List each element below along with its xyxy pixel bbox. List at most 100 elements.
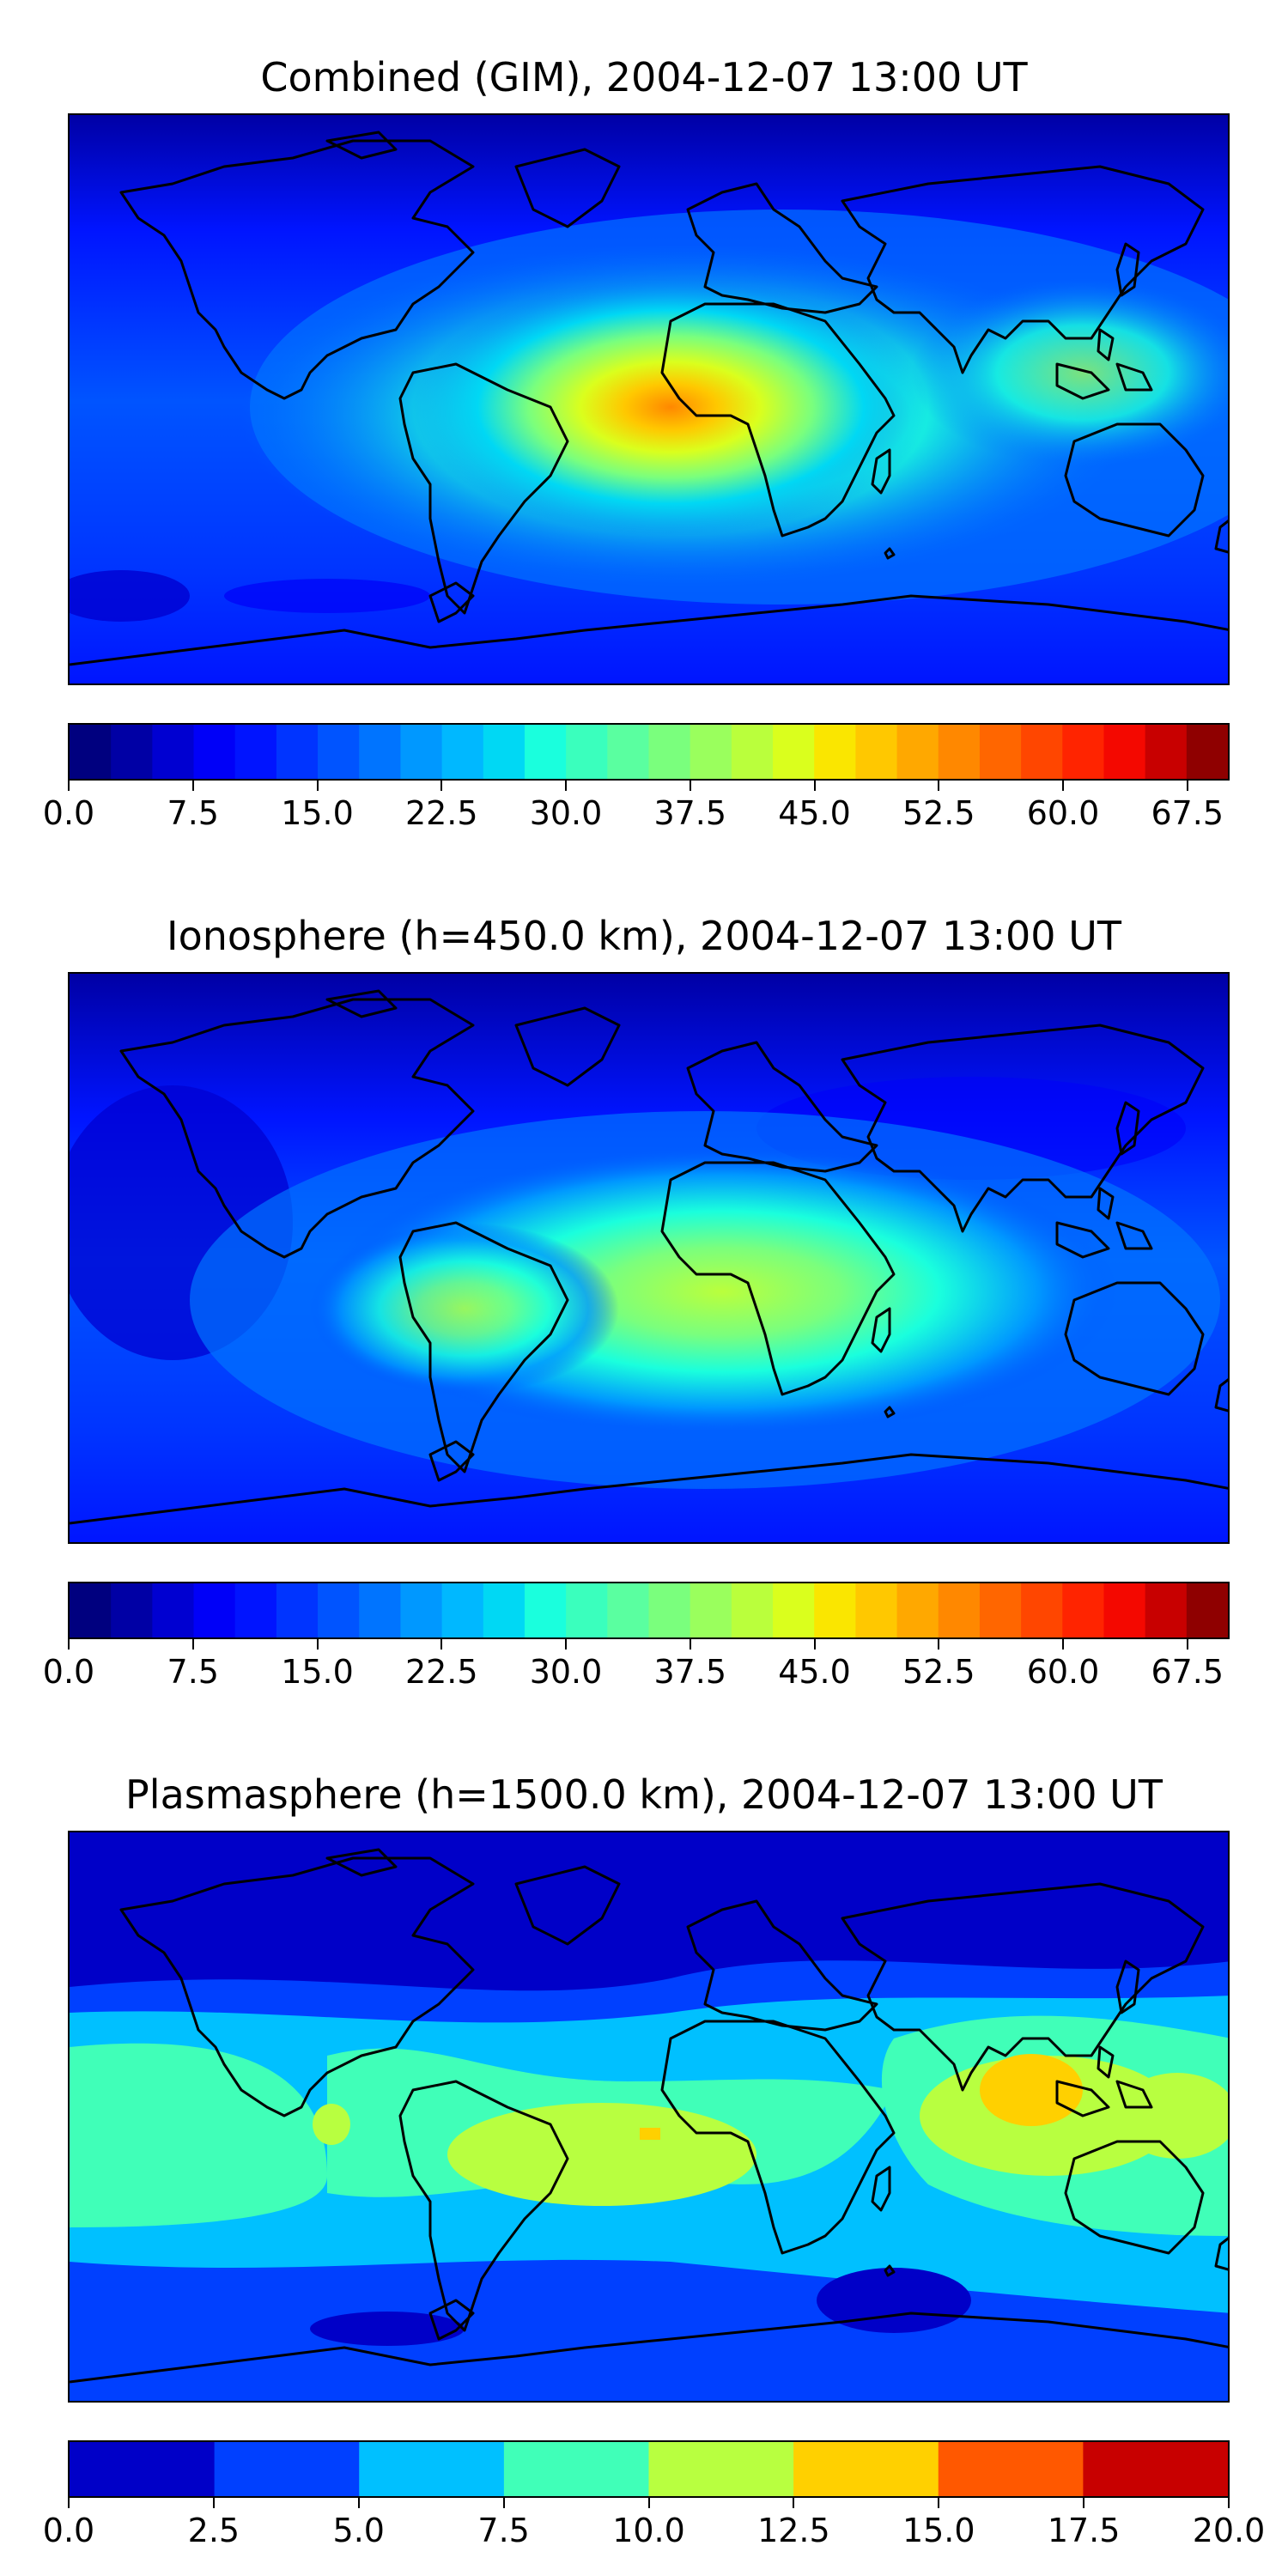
colorbar-tick-label: 0.0 xyxy=(42,794,95,832)
colorbar-tick xyxy=(316,781,319,791)
colorbar-tick-label: 15.0 xyxy=(281,1653,354,1691)
colorbar-swatch xyxy=(814,725,856,779)
colorbar-swatch xyxy=(483,1583,526,1637)
colorbar-swatch xyxy=(111,725,153,779)
colorbar-swatch xyxy=(1186,725,1228,779)
colorbar-swatch xyxy=(70,1583,112,1637)
colorbar-swatch xyxy=(503,2442,650,2496)
colorbar-swatch xyxy=(318,1583,360,1637)
colorbar-tick xyxy=(357,2498,360,2508)
colorbar-tick xyxy=(316,1639,319,1649)
colorbar-swatch xyxy=(193,725,236,779)
colorbar-swatch xyxy=(648,2442,794,2496)
colorbar-swatch xyxy=(648,1583,691,1637)
colorbar-tick xyxy=(647,2498,650,2508)
tec-contour-map xyxy=(70,115,1228,683)
colorbar-swatch xyxy=(896,725,939,779)
colorbar-swatch xyxy=(234,725,277,779)
colorbar-swatch xyxy=(690,1583,732,1637)
colorbar-swatch xyxy=(441,725,484,779)
colorbar-combined xyxy=(68,723,1230,781)
colorbar-tick xyxy=(1062,781,1064,791)
colorbar-tick-label: 7.5 xyxy=(167,794,219,832)
colorbar-swatch xyxy=(152,1583,195,1637)
colorbar-swatch xyxy=(1083,2442,1228,2496)
colorbar-swatches xyxy=(70,1583,1228,1637)
colorbar-tick-label: 12.5 xyxy=(757,2512,830,2549)
colorbar-tick-label: 37.5 xyxy=(653,1653,727,1691)
map-title: Ionosphere (h=450.0 km), 2004-12-07 13:0… xyxy=(167,913,1121,959)
colorbar-tick-label: 45.0 xyxy=(778,1653,851,1691)
colorbar-swatch xyxy=(938,2442,1084,2496)
colorbar-tick xyxy=(938,781,940,791)
colorbar-tick xyxy=(938,1639,940,1649)
colorbar-swatch xyxy=(690,725,732,779)
colorbar-swatch xyxy=(400,725,443,779)
colorbar-swatch xyxy=(400,1583,443,1637)
colorbar-swatch xyxy=(566,1583,608,1637)
colorbar-swatch xyxy=(773,725,815,779)
colorbar-swatch xyxy=(359,725,402,779)
colorbar-ticks-combined: 0.0 7.5 15.0 22.5 30.0 37.5 45.0 52.5 60.0 67.5 xyxy=(43,781,1230,832)
colorbar-tick xyxy=(689,781,691,791)
colorbar-swatch xyxy=(731,725,774,779)
colorbar-swatch xyxy=(276,725,319,779)
colorbar-tick-label: 45.0 xyxy=(778,794,851,832)
colorbar-tick xyxy=(502,2498,505,2508)
tec-contour-map xyxy=(70,974,1228,1542)
colorbar-tick-label: 20.0 xyxy=(1192,2512,1266,2549)
colorbar-tick-label: 2.5 xyxy=(187,2512,240,2549)
colorbar-tick-label: 60.0 xyxy=(1026,1653,1100,1691)
colorbar-tick-label: 17.5 xyxy=(1047,2512,1121,2549)
colorbar-tick xyxy=(565,1639,567,1649)
colorbar-swatch xyxy=(648,725,691,779)
colorbar-swatch xyxy=(70,725,112,779)
colorbar-swatch xyxy=(234,1583,277,1637)
colorbar-swatch xyxy=(1021,1583,1063,1637)
colorbar-ticks-ionosphere: 0.0 7.5 15.0 22.5 30.0 37.5 45.0 52.5 60.0 67.5 xyxy=(43,1639,1230,1691)
colorbar-swatch xyxy=(793,2442,939,2496)
colorbar-tick xyxy=(565,781,567,791)
colorbar-swatch xyxy=(111,1583,153,1637)
colorbar-tick-label: 0.0 xyxy=(42,2512,95,2549)
colorbar-tick-label: 22.5 xyxy=(404,794,478,832)
colorbar-swatch xyxy=(1145,1583,1188,1637)
colorbar-swatch xyxy=(524,1583,567,1637)
map-title: Combined (GIM), 2004-12-07 13:00 UT xyxy=(260,54,1028,100)
colorbar-tick-label: 22.5 xyxy=(404,1653,478,1691)
colorbar-swatch xyxy=(214,2442,360,2496)
colorbar-plasmasphere xyxy=(68,2440,1230,2498)
colorbar-swatch xyxy=(773,1583,815,1637)
colorbar-tick xyxy=(191,1639,194,1649)
colorbar-swatch xyxy=(855,1583,898,1637)
colorbar-tick-label: 15.0 xyxy=(281,794,354,832)
tec-map-combined xyxy=(68,113,1230,685)
colorbar-tick-label: 52.5 xyxy=(902,1653,975,1691)
colorbar-swatch xyxy=(731,1583,774,1637)
colorbar-tick xyxy=(440,1639,443,1649)
colorbar-swatch xyxy=(1021,725,1063,779)
colorbar-tick-label: 5.0 xyxy=(332,2512,385,2549)
colorbar-swatch xyxy=(483,725,526,779)
colorbar-swatch xyxy=(441,1583,484,1637)
colorbar-tick-label: 30.0 xyxy=(529,794,603,832)
colorbar-swatch xyxy=(1062,1583,1105,1637)
colorbar-swatch xyxy=(938,1583,981,1637)
colorbar-tick-label: 0.0 xyxy=(42,1653,95,1691)
colorbar-tick xyxy=(1228,2498,1230,2508)
colorbar-swatch xyxy=(607,725,650,779)
colorbar-tick xyxy=(793,2498,795,2508)
colorbar-swatch xyxy=(1062,725,1105,779)
colorbar-tick xyxy=(1186,781,1188,791)
colorbar-swatch xyxy=(318,725,360,779)
colorbar-tick xyxy=(1186,1639,1188,1649)
colorbar-swatches xyxy=(70,725,1228,779)
tec-contour-map xyxy=(70,1832,1228,2401)
colorbar-tick-label: 60.0 xyxy=(1026,794,1100,832)
colorbar-swatch xyxy=(152,725,195,779)
colorbar-tick xyxy=(440,781,443,791)
colorbar-tick-label: 67.5 xyxy=(1151,1653,1224,1691)
colorbar-tick-label: 37.5 xyxy=(653,794,727,832)
colorbar-ionosphere xyxy=(68,1582,1230,1639)
colorbar-tick xyxy=(191,781,194,791)
